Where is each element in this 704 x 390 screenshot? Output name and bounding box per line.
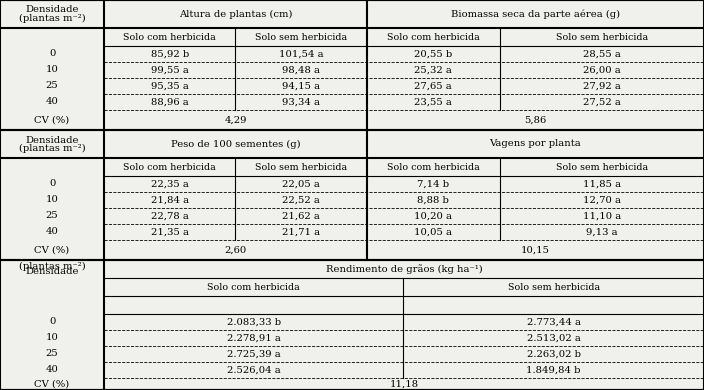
Text: Solo com herbicida: Solo com herbicida	[387, 32, 479, 41]
Text: 2.526,04 a: 2.526,04 a	[227, 365, 281, 374]
Text: CV (%): CV (%)	[34, 115, 70, 124]
Text: 21,84 a: 21,84 a	[151, 195, 189, 204]
Text: Solo com herbicida: Solo com herbicida	[208, 282, 300, 291]
Text: 22,52 a: 22,52 a	[282, 195, 320, 204]
Text: 40: 40	[46, 98, 58, 106]
Text: 27,65 a: 27,65 a	[415, 82, 452, 90]
Text: 93,34 a: 93,34 a	[282, 98, 320, 106]
Text: 26,00 a: 26,00 a	[583, 66, 621, 74]
Text: 21,71 a: 21,71 a	[282, 227, 320, 236]
Text: 40: 40	[46, 227, 58, 236]
Text: 9,13 a: 9,13 a	[586, 227, 617, 236]
Text: 25: 25	[46, 349, 58, 358]
Text: 5,86: 5,86	[524, 115, 546, 124]
Text: 0: 0	[49, 179, 56, 188]
Text: 21,35 a: 21,35 a	[151, 227, 189, 236]
Text: Solo sem herbicida: Solo sem herbicida	[556, 32, 648, 41]
Text: 10: 10	[46, 66, 58, 74]
Text: 2,60: 2,60	[225, 245, 246, 255]
Text: (plantas m⁻²): (plantas m⁻²)	[19, 144, 85, 152]
Text: Densidade: Densidade	[25, 135, 79, 145]
Text: 10,15: 10,15	[521, 245, 550, 255]
Text: 2.263,02 b: 2.263,02 b	[527, 349, 581, 358]
Text: CV (%): CV (%)	[34, 245, 70, 255]
Text: 11,18: 11,18	[389, 379, 419, 388]
Text: 88,96 a: 88,96 a	[151, 98, 189, 106]
Text: Peso de 100 sementes (g): Peso de 100 sementes (g)	[170, 140, 301, 149]
Text: 28,55 a: 28,55 a	[583, 50, 621, 58]
Text: Solo sem herbicida: Solo sem herbicida	[508, 282, 600, 291]
Text: 25: 25	[46, 211, 58, 220]
Text: 27,52 a: 27,52 a	[583, 98, 621, 106]
Text: 25,32 a: 25,32 a	[415, 66, 452, 74]
Text: Solo sem herbicida: Solo sem herbicida	[556, 163, 648, 172]
Text: Solo com herbicida: Solo com herbicida	[123, 32, 216, 41]
Text: 2.278,91 a: 2.278,91 a	[227, 333, 281, 342]
Text: 85,92 b: 85,92 b	[151, 50, 189, 58]
Text: 20,55 b: 20,55 b	[414, 50, 453, 58]
Text: 40: 40	[46, 365, 58, 374]
Text: Altura de plantas (cm): Altura de plantas (cm)	[179, 9, 292, 19]
Text: (plantas m⁻²): (plantas m⁻²)	[19, 261, 85, 271]
Text: 0: 0	[49, 317, 56, 326]
Text: 95,35 a: 95,35 a	[151, 82, 189, 90]
Text: 2.725,39 a: 2.725,39 a	[227, 349, 281, 358]
Text: Rendimento de grãos (kg ha⁻¹): Rendimento de grãos (kg ha⁻¹)	[326, 264, 482, 274]
Text: 10,05 a: 10,05 a	[415, 227, 452, 236]
Text: 94,15 a: 94,15 a	[282, 82, 320, 90]
Text: Solo sem herbicida: Solo sem herbicida	[255, 32, 347, 41]
Text: 10: 10	[46, 333, 58, 342]
Text: 10: 10	[46, 195, 58, 204]
Text: 2.513,02 a: 2.513,02 a	[527, 333, 581, 342]
Text: 0: 0	[49, 50, 56, 58]
Text: 98,48 a: 98,48 a	[282, 66, 320, 74]
Text: CV (%): CV (%)	[34, 379, 70, 388]
Text: 22,35 a: 22,35 a	[151, 179, 189, 188]
Text: Vagens por planta: Vagens por planta	[489, 140, 582, 149]
Text: Solo sem herbicida: Solo sem herbicida	[255, 163, 347, 172]
Text: 11,85 a: 11,85 a	[583, 179, 621, 188]
Text: 10,20 a: 10,20 a	[415, 211, 452, 220]
Text: 22,05 a: 22,05 a	[282, 179, 320, 188]
Text: Biomassa seca da parte aérea (g): Biomassa seca da parte aérea (g)	[451, 9, 620, 19]
Text: 99,55 a: 99,55 a	[151, 66, 189, 74]
Text: 2.773,44 a: 2.773,44 a	[527, 317, 581, 326]
Text: Densidade: Densidade	[25, 268, 79, 277]
Text: 4,29: 4,29	[225, 115, 246, 124]
Text: 7,14 b: 7,14 b	[417, 179, 449, 188]
Text: 22,78 a: 22,78 a	[151, 211, 189, 220]
Text: 11,10 a: 11,10 a	[583, 211, 621, 220]
Text: 25: 25	[46, 82, 58, 90]
Text: 23,55 a: 23,55 a	[415, 98, 452, 106]
Text: 12,70 a: 12,70 a	[583, 195, 621, 204]
Text: (plantas m⁻²): (plantas m⁻²)	[19, 13, 85, 23]
Text: 27,92 a: 27,92 a	[583, 82, 621, 90]
Text: 1.849,84 b: 1.849,84 b	[527, 365, 581, 374]
Text: Densidade: Densidade	[25, 5, 79, 14]
Text: 101,54 a: 101,54 a	[279, 50, 323, 58]
Text: Solo com herbicida: Solo com herbicida	[123, 163, 216, 172]
Text: Solo com herbicida: Solo com herbicida	[387, 163, 479, 172]
Text: 8,88 b: 8,88 b	[417, 195, 449, 204]
Text: 2.083,33 b: 2.083,33 b	[227, 317, 281, 326]
Text: 21,62 a: 21,62 a	[282, 211, 320, 220]
